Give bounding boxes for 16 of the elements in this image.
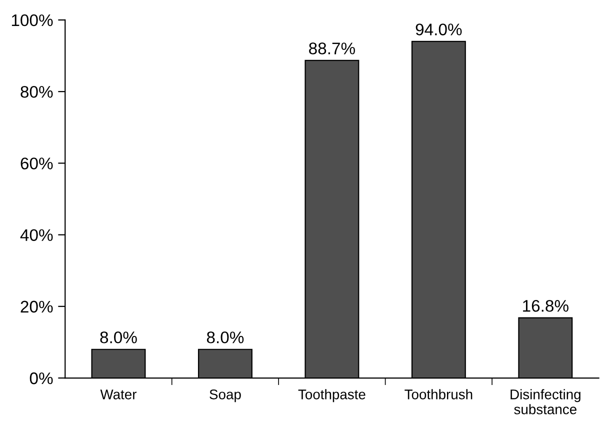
y-tick-label: 40% — [20, 229, 53, 241]
data-label: 16.8% — [523, 300, 568, 312]
data-label: 94.0% — [416, 24, 462, 36]
y-tick-label: 60% — [20, 158, 53, 170]
y-tick-label: 80% — [20, 86, 53, 98]
x-tick-label: Toothpaste — [298, 389, 366, 402]
data-label: 8.0% — [206, 331, 244, 344]
x-tick-label: Disinfecting substance — [510, 389, 580, 414]
data-label: 8.0% — [100, 331, 137, 344]
x-tick-label: Toothbrush — [404, 389, 472, 400]
data-label: 88.7% — [309, 42, 355, 54]
y-tick-label: 100% — [12, 14, 53, 26]
y-tick-label: 20% — [20, 300, 53, 313]
x-tick-label: Water — [100, 390, 137, 400]
y-tick-label: 0% — [30, 372, 53, 384]
x-tick-label: Soap — [210, 389, 241, 402]
